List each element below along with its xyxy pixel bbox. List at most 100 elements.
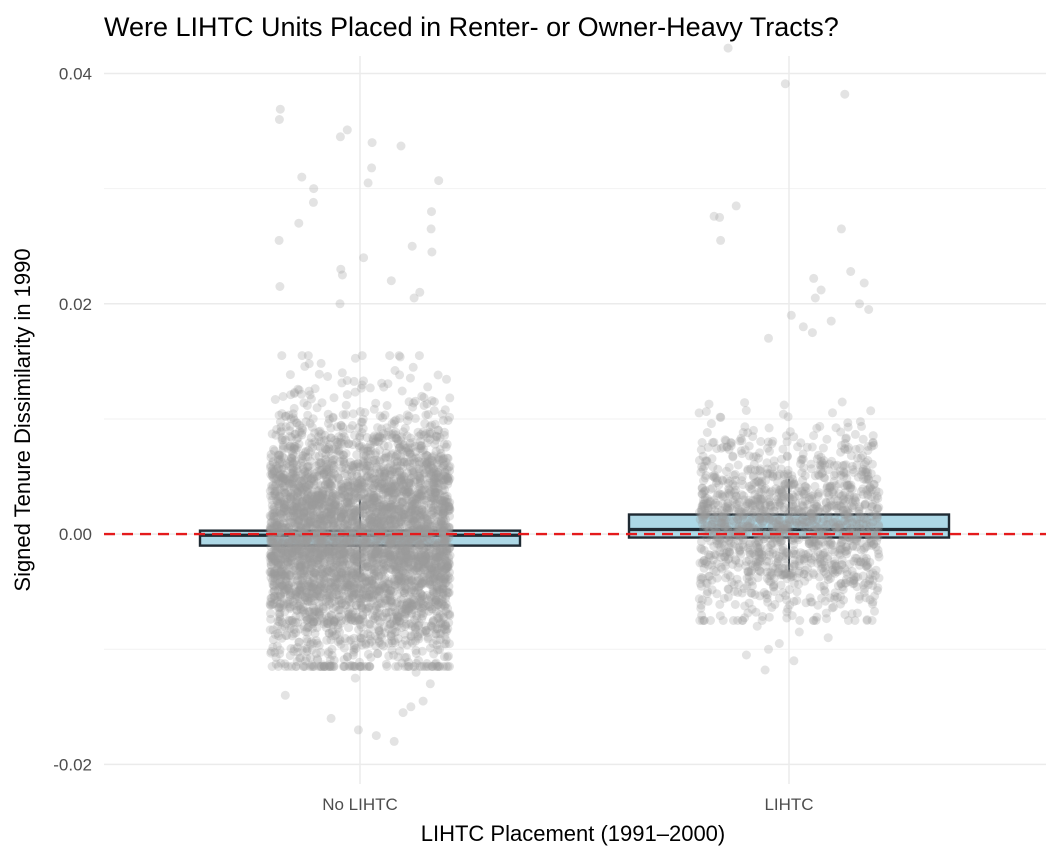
data-point	[367, 488, 377, 498]
data-point	[355, 549, 365, 559]
data-point	[445, 574, 455, 583]
data-point	[295, 585, 305, 594]
data-point	[400, 423, 410, 433]
data-point	[415, 552, 425, 562]
data-point	[415, 540, 425, 550]
data-point	[274, 450, 284, 460]
data-point	[300, 528, 310, 537]
data-point	[273, 570, 283, 580]
points-0	[265, 104, 455, 746]
data-point	[344, 465, 354, 475]
data-point	[360, 547, 370, 557]
data-point	[285, 590, 295, 600]
data-point	[421, 525, 431, 534]
data-point	[288, 458, 298, 468]
data-point	[325, 662, 335, 671]
data-point	[425, 551, 435, 561]
outlier-point	[363, 178, 373, 188]
data-point	[425, 579, 435, 589]
data-point	[285, 515, 295, 525]
data-point	[395, 466, 404, 476]
data-point	[275, 567, 285, 576]
data-point	[329, 520, 338, 529]
data-point	[439, 460, 449, 470]
data-point	[440, 619, 450, 629]
data-point	[413, 489, 423, 499]
data-point	[364, 524, 373, 534]
data-point	[288, 474, 298, 484]
data-point	[346, 486, 355, 496]
data-point	[309, 497, 319, 507]
data-point	[347, 568, 357, 578]
data-point	[423, 382, 433, 392]
data-point	[300, 609, 310, 618]
data-point	[434, 538, 444, 548]
data-point	[349, 509, 358, 518]
data-point	[282, 560, 291, 570]
data-point	[363, 649, 373, 659]
data-point	[391, 614, 401, 624]
data-point	[387, 488, 397, 498]
data-point	[365, 506, 375, 516]
data-point	[265, 567, 275, 577]
data-point	[403, 516, 413, 526]
data-point	[315, 510, 325, 520]
data-point	[405, 530, 415, 540]
data-point	[346, 498, 356, 508]
data-point	[389, 587, 398, 597]
data-point	[394, 443, 404, 453]
data-point	[351, 539, 361, 549]
data-point	[280, 470, 289, 480]
data-point	[432, 635, 441, 645]
data-point	[331, 541, 341, 551]
data-point	[371, 478, 381, 488]
data-point	[362, 433, 372, 442]
data-point	[405, 373, 415, 383]
data-point	[342, 492, 352, 502]
data-point	[414, 656, 423, 665]
data-point	[342, 560, 352, 570]
data-point	[348, 497, 358, 507]
data-point	[305, 505, 315, 515]
data-point	[438, 534, 448, 544]
data-point	[314, 490, 323, 500]
data-point	[440, 405, 450, 415]
data-point	[396, 491, 406, 501]
data-point	[420, 513, 430, 523]
data-point	[350, 353, 360, 363]
data-point	[318, 550, 328, 560]
data-point	[309, 469, 319, 479]
data-point	[369, 580, 379, 590]
data-point	[328, 413, 338, 423]
data-point	[294, 637, 304, 647]
data-point	[348, 585, 358, 595]
data-point	[315, 584, 325, 594]
data-point	[333, 437, 343, 447]
data-point	[306, 447, 315, 457]
data-point	[323, 483, 333, 493]
data-point	[371, 455, 381, 465]
data-point	[371, 398, 381, 408]
data-point	[289, 465, 299, 475]
data-point	[406, 433, 416, 443]
data-point	[299, 540, 309, 550]
data-point	[283, 544, 293, 553]
chart-title: Were LIHTC Units Placed in Renter- or Ow…	[104, 12, 839, 42]
data-point	[397, 510, 407, 520]
data-point	[438, 509, 448, 519]
data-point	[371, 518, 381, 528]
data-point	[385, 351, 395, 361]
data-point	[349, 376, 359, 386]
data-point	[266, 491, 276, 501]
data-point	[429, 587, 439, 597]
data-point	[326, 635, 336, 645]
data-point	[378, 565, 388, 574]
data-point	[384, 651, 394, 661]
data-point	[344, 567, 354, 576]
data-point	[420, 419, 430, 429]
data-point	[333, 583, 342, 593]
data-point	[440, 538, 449, 547]
data-point	[276, 427, 285, 437]
data-point	[427, 580, 437, 590]
data-point	[404, 606, 413, 616]
